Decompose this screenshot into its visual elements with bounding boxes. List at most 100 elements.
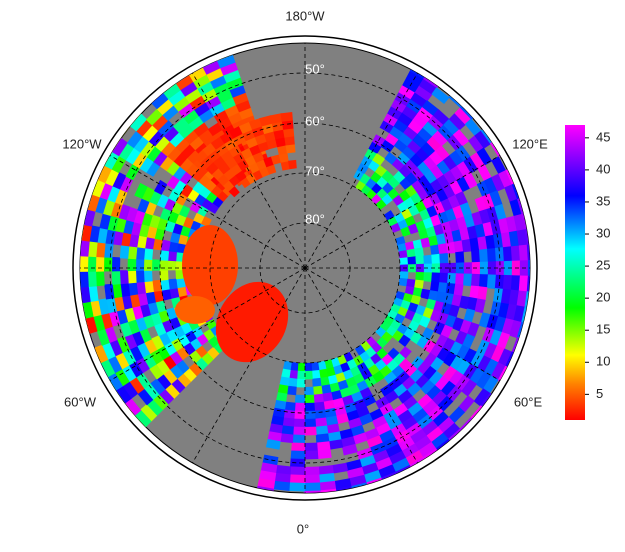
land-cell [146, 160, 161, 177]
land-cell [474, 298, 486, 314]
land-cell [166, 174, 181, 190]
land-cell [220, 62, 238, 76]
land-cell [94, 344, 109, 364]
land-cell [119, 175, 134, 193]
land-cell [177, 286, 188, 298]
land-cell [380, 139, 395, 153]
land-cell [81, 223, 93, 242]
land-cell [430, 281, 440, 293]
land-cell [198, 108, 215, 123]
land-cell [481, 327, 495, 344]
land-cell [406, 248, 416, 258]
land-cell [439, 272, 449, 284]
lat-label: 60° [305, 113, 325, 128]
land-cell [128, 281, 139, 296]
land-cell [276, 392, 288, 403]
land-cell [415, 147, 431, 163]
land-cell [421, 420, 439, 437]
land-cell [145, 291, 156, 305]
land-cell [100, 358, 116, 378]
land-cell [180, 81, 199, 97]
lon-label: 120°E [512, 136, 548, 151]
land-cell [212, 196, 224, 208]
land-cell [425, 385, 442, 401]
land-cell [163, 82, 182, 100]
land-cell [509, 320, 522, 339]
land-cell [269, 113, 283, 124]
land-cell [502, 246, 513, 263]
land-cell [158, 331, 172, 347]
land-cell [455, 273, 465, 286]
land-cell [240, 147, 254, 160]
land-cell [269, 423, 283, 434]
land-cell [398, 250, 408, 259]
land-cell [188, 66, 208, 82]
land-cell [104, 168, 120, 187]
land-cell [179, 225, 191, 237]
land-cell [417, 127, 434, 143]
land-cell [389, 126, 405, 140]
land-cell [134, 182, 148, 199]
land-cell [486, 274, 497, 289]
land-cell [327, 374, 338, 385]
land-cell [391, 457, 410, 473]
land-cell [407, 302, 419, 314]
land-cell [96, 328, 110, 346]
land-cell [128, 233, 140, 248]
land-cell [448, 406, 466, 424]
land-cell [399, 257, 409, 266]
land-cell [456, 176, 471, 193]
land-cell [501, 318, 515, 336]
land-cell [397, 219, 409, 230]
land-cell [463, 273, 473, 287]
land-cell [440, 324, 453, 339]
land-cell [128, 360, 144, 378]
land-cell [415, 220, 427, 232]
land-cell [107, 355, 123, 374]
land-cell [284, 135, 295, 146]
land-cell [142, 124, 159, 142]
land-cell [491, 156, 507, 175]
land-cell [421, 327, 434, 341]
land-cell [453, 240, 464, 253]
land-cell [330, 390, 343, 401]
land-cell [103, 256, 113, 272]
land-cell [259, 166, 270, 178]
land-cell [476, 339, 490, 357]
land-cell [219, 130, 234, 144]
land-cell [140, 404, 158, 422]
land-cell [157, 119, 175, 137]
land-cell [291, 442, 305, 452]
land-cell [429, 343, 444, 358]
land-cell [313, 393, 324, 404]
land-cell [440, 302, 452, 316]
land-cell [304, 426, 317, 436]
land-cell [99, 182, 113, 200]
land-cell [136, 342, 151, 358]
land-cell [293, 410, 305, 420]
land-cell [103, 242, 114, 258]
land-cell [272, 480, 290, 491]
land-cell [469, 367, 485, 385]
land-cell [160, 239, 171, 252]
land-cell [402, 145, 417, 160]
land-cell [418, 441, 437, 459]
land-cell [290, 362, 299, 372]
land-cell [454, 107, 472, 125]
land-cell [409, 429, 427, 445]
land-cell [402, 77, 421, 93]
land-cell [440, 380, 456, 397]
land-cell [422, 365, 437, 381]
land-cell [194, 101, 211, 117]
land-cell [378, 429, 395, 444]
land-cell [135, 372, 151, 390]
land-cell [135, 270, 145, 283]
colorbar [565, 125, 585, 420]
land-cell [498, 170, 513, 189]
land-cell [421, 141, 436, 157]
land-cell [420, 379, 436, 395]
land-cell [405, 70, 425, 87]
land-cell [124, 333, 138, 350]
land-cell [182, 342, 196, 356]
land-cell [121, 364, 137, 383]
